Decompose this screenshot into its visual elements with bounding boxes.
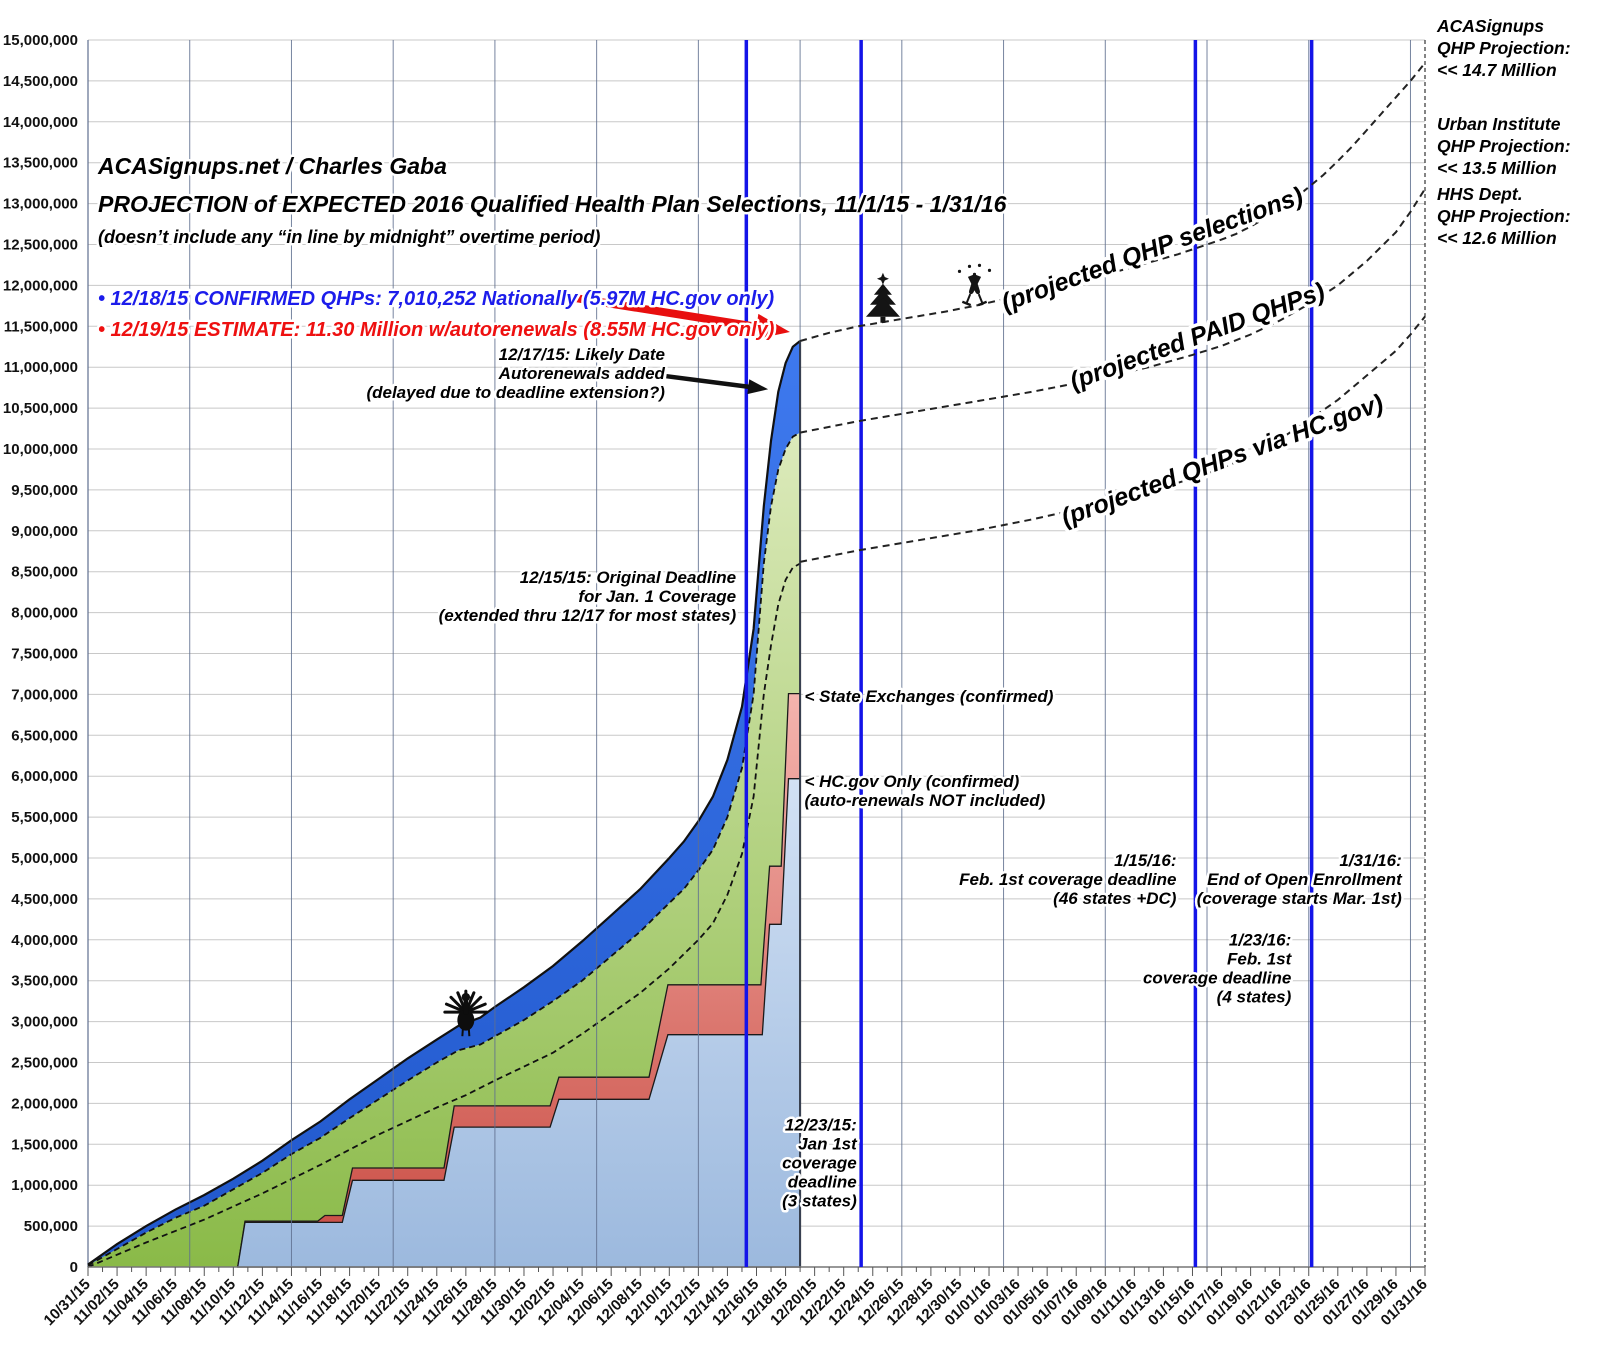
blue-top-line [87,340,801,1266]
y-axis-tick-label: 8,000,000 [11,605,78,622]
annotation-end-open-enrollment: 1/31/16:End of Open Enrollment(coverage … [1194,849,1405,911]
annotation-end-open-enrollment-line: 1/31/16: [1339,851,1401,870]
annotation-original-deadline-line: (extended thru 12/17 for most states) [439,606,737,625]
annotation-jan1-deadline-line: Jan 1st [798,1134,858,1153]
annotation-autorenewals-line: 12/17/15: Likely Date [499,345,665,364]
label-projected-qhps-via-hcgov: (projected QHPs via HC.gov) [1058,389,1387,532]
y-axis-tick-label: 2,500,000 [11,1055,78,1072]
annotation-feb1-deadline-4-line: 1/23/16: [1229,931,1291,950]
projection-hcgov-curve [799,315,1426,563]
y-axis-tick-label: 0 [70,1259,78,1276]
chart-subtitle: (doesn’t include any “in line by midnigh… [98,227,600,247]
svg-text:QHP Projection:: QHP Projection: [1437,206,1571,226]
projection-selections-curve [799,62,1426,342]
champagne-toast-icon [957,263,992,307]
christmas-tree-icon [865,272,900,323]
y-axis-tick-label: 5,000,000 [11,850,78,867]
y-axis-tick-label: 6,000,000 [11,768,78,785]
y-axis-tick-label: 4,500,000 [11,891,78,908]
y-axis-tick-label: 12,000,000 [3,277,78,294]
y-axis-tick-label: 13,000,000 [3,196,78,213]
annotation-end-open-enrollment-line: (coverage starts Mar. 1st) [1197,889,1402,908]
y-axis-tick-label: 10,000,000 [3,441,78,458]
annotation-original-deadline-line: for Jan. 1 Coverage [578,587,736,606]
annotation-hcgov-only-line: < HC.gov Only (confirmed) [804,772,1019,791]
projection-paid-curve [799,188,1426,434]
svg-text:ACASignups: ACASignups [1436,16,1544,36]
y-axis-tick-label: 14,500,000 [3,73,78,90]
thanksgiving-turkey-icon [443,989,489,1037]
annotation-jan1-deadline-line: (3 states) [782,1191,857,1210]
annotation-original-deadline-line: 12/15/15: Original Deadline [520,568,736,587]
annotation-end-open-enrollment-line: End of Open Enrollment [1207,870,1403,889]
y-axis-tick-label: 2,000,000 [11,1095,78,1112]
annotation-state-exchanges-line: < State Exchanges (confirmed) [804,687,1053,706]
y-axis-tick-label: 15,000,000 [3,32,78,49]
y-axis-tick-label: 5,500,000 [11,809,78,826]
y-axis-tick-label: 4,000,000 [11,932,78,949]
y-axis-tick-label: 11,000,000 [4,359,78,376]
benchmark-hhs: HHS Dept. QHP Projection: << 12.6 Millio… [1437,184,1571,248]
annotation-feb1-deadline-46-line: Feb. 1st coverage deadline [959,870,1176,889]
y-axis-tick-label: 10,500,000 [3,400,78,417]
svg-text:<< 14.7 Million: << 14.7 Million [1437,60,1557,80]
autorenewal-arrow [666,373,769,395]
annotation-hcgov-only-line: (auto-renewals NOT included) [804,791,1045,810]
svg-text:Urban Institute: Urban Institute [1437,114,1561,134]
svg-text:<< 12.6 Million: << 12.6 Million [1437,228,1557,248]
annotation-feb1-deadline-46-line: 1/15/16: [1114,851,1176,870]
benchmark-acasignups: ACASignups QHP Projection: << 14.7 Milli… [1436,16,1571,80]
y-axis-tick-label: 500,000 [24,1218,78,1235]
y-axis-tick-label: 9,500,000 [11,482,78,499]
estimate-qhps-note: • 12/19/15 ESTIMATE: 11.30 Million w/aut… [98,319,775,341]
annotation-feb1-deadline-4-line: (4 states) [1217,988,1292,1007]
annotation-autorenewals-line: (delayed due to deadline extension?) [366,383,665,402]
y-axis-tick-label: 13,500,000 [3,155,78,172]
chart-title: PROJECTION of EXPECTED 2016 Qualified He… [98,191,1007,217]
y-axis-tick-label: 14,000,000 [3,114,78,131]
annotation-jan1-deadline-line: coverage [782,1153,857,1172]
annotation-autorenewals-line: Autorenewals added [498,364,666,383]
annotation-feb1-deadline-46-line: (46 states +DC) [1053,889,1177,908]
annotation-state-exchanges: < State Exchanges (confirmed) [802,684,1056,708]
annotation-feb1-deadline-4-line: coverage deadline [1143,969,1291,988]
y-axis-tick-label: 7,500,000 [11,646,78,663]
label-projected-qhp-selections: (projected QHP selections) [998,182,1307,317]
hcgov-confirmed-area [236,778,801,1268]
y-axis-tick-label: 7,000,000 [11,686,78,703]
annotation-feb1-deadline-46: 1/15/16:Feb. 1st coverage deadline(46 st… [957,849,1180,911]
inner-dashed-line [87,562,801,1268]
svg-text:<< 13.5 Million: << 13.5 Million [1437,158,1557,178]
annotation-jan1-deadline-line: deadline [788,1172,857,1191]
svg-text:QHP Projection:: QHP Projection: [1437,38,1571,58]
green-paid-area [88,432,801,1268]
y-axis-tick-label: 1,000,000 [11,1177,78,1194]
y-axis-tick-label: 3,500,000 [11,973,78,990]
y-axis-tick-label: 1,500,000 [11,1136,78,1153]
y-axis-tick-label: 9,000,000 [11,523,78,540]
y-axis-tick-label: 12,500,000 [3,237,78,254]
annotation-jan1-deadline-line: 12/23/15: [785,1115,857,1134]
y-axis-tick-label: 6,500,000 [11,727,78,744]
chart-generated-layer: 0 500,000 1,000,000 1,500,000 2,000,000 2,500… [3,32,1431,1329]
green-top-dashed-line [87,431,801,1267]
confirmed-qhps-note: • 12/18/15 CONFIRMED QHPs: 7,010,252 Nat… [98,288,774,310]
y-axis-tick-label: 11,500,000 [4,318,78,335]
y-axis-tick-label: 3,000,000 [11,1014,78,1031]
annotation-feb1-deadline-4-line: Feb. 1st [1227,950,1293,969]
svg-text:HHS Dept.: HHS Dept. [1437,184,1523,204]
estimate-arrow [556,291,790,340]
y-axis-tick-label: 8,500,000 [11,564,78,581]
svg-text:QHP Projection:: QHP Projection: [1437,136,1571,156]
benchmark-urban-institute: Urban Institute QHP Projection: << 13.5 … [1437,114,1571,178]
page-title: ACASignups.net / Charles Gaba [97,153,447,179]
annotation-hcgov-only: < HC.gov Only (confirmed) (auto-renewals… [802,769,1048,812]
